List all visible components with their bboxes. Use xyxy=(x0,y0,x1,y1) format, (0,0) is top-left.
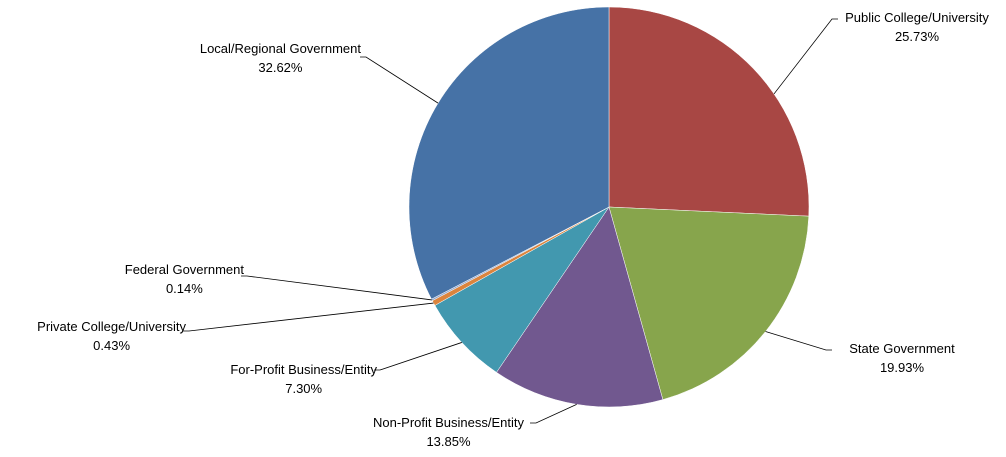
leader-lines xyxy=(183,18,838,424)
slice-label-public-college-university: Public College/University xyxy=(845,10,989,25)
slice-value-for-profit-business-entity: 7.30% xyxy=(285,381,322,396)
slice-value-state-government: 19.93% xyxy=(880,360,925,375)
leader-line-for-profit-business-entity xyxy=(374,342,462,371)
slice-label-state-government: State Government xyxy=(849,341,955,356)
leader-line-state-government xyxy=(765,331,832,351)
leader-line-private-college-university xyxy=(183,302,434,332)
slice-label-for-profit-business-entity: For-Profit Business/Entity xyxy=(230,362,377,377)
leader-line-non-profit-business-entity xyxy=(530,404,577,424)
slice-value-federal-government: 0.14% xyxy=(166,281,203,296)
slice-value-public-college-university: 25.73% xyxy=(895,29,940,44)
pie-slice-non-profit-business-entity xyxy=(496,206,664,408)
slice-labels: Public College/University 25.73% State Gov… xyxy=(37,10,989,449)
slice-value-local-regional-government: 32.62% xyxy=(258,60,303,75)
pie-slice-public-college-university xyxy=(608,6,810,217)
leader-line-federal-government xyxy=(241,275,432,301)
slice-value-non-profit-business-entity: 13.85% xyxy=(426,434,471,449)
pie-slices xyxy=(408,6,810,408)
pie-slice-local-regional-government xyxy=(408,6,610,300)
slice-label-non-profit-business-entity: Non-Profit Business/Entity xyxy=(373,415,525,430)
slice-value-private-college-university: 0.43% xyxy=(93,338,130,353)
slice-label-federal-government: Federal Government xyxy=(125,262,245,277)
leader-line-local-regional-government xyxy=(360,56,439,104)
leader-line-public-college-university xyxy=(773,18,838,95)
slice-label-private-college-university: Private College/University xyxy=(37,319,186,334)
slice-label-local-regional-government: Local/Regional Government xyxy=(200,41,362,56)
